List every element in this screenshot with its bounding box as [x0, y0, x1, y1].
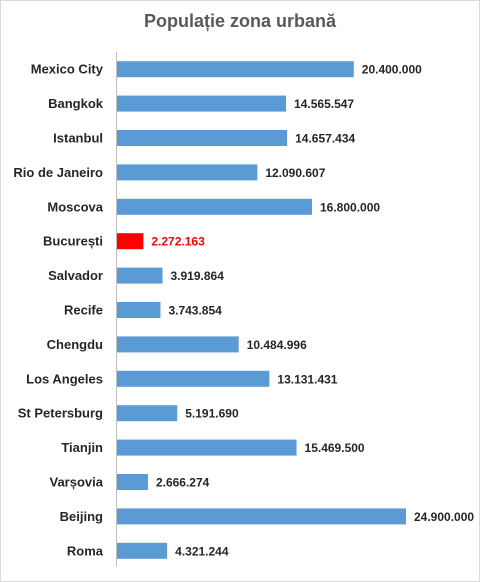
- value-label: 14.657.434: [295, 132, 355, 146]
- category-label: Los Angeles: [26, 371, 103, 386]
- bar: [117, 508, 406, 525]
- bar: [117, 198, 312, 215]
- bar: [117, 61, 354, 78]
- bar: [117, 130, 288, 146]
- bar: [117, 95, 287, 112]
- category-label: Salvador: [48, 268, 103, 283]
- category-label: Chengdu: [47, 337, 103, 352]
- category-label: Tianjin: [61, 440, 103, 455]
- category-label: Roma: [67, 543, 104, 558]
- bar: [117, 474, 148, 490]
- value-label: 4.321.244: [175, 544, 229, 558]
- value-label: 5.191.690: [185, 407, 239, 421]
- category-label: Istanbul: [53, 131, 103, 146]
- category-label: București: [43, 234, 103, 249]
- bar: [117, 267, 163, 284]
- category-label: Varșovia: [50, 475, 104, 490]
- bar: [117, 302, 161, 318]
- value-label: 14.565.547: [294, 97, 354, 111]
- value-label: 2.272.163: [151, 235, 205, 249]
- value-label: 10.484.996: [247, 338, 307, 352]
- category-label: Rio de Janeiro: [13, 165, 103, 180]
- bar: [117, 439, 297, 456]
- bar: [117, 336, 239, 353]
- value-label: 3.743.854: [168, 304, 222, 318]
- value-label: 3.919.864: [170, 269, 224, 283]
- category-label: St Petersburg: [18, 406, 103, 421]
- category-label: Mexico City: [31, 62, 104, 77]
- value-label: 24.900.000: [414, 510, 474, 524]
- value-label: 2.666.274: [156, 476, 210, 490]
- value-label: 15.469.500: [305, 441, 365, 455]
- chart-title: Populație zona urbană: [143, 11, 337, 31]
- bar-highlighted: [117, 233, 144, 250]
- value-label: 16.800.000: [320, 200, 380, 214]
- bar: [117, 405, 178, 422]
- category-label: Recife: [64, 303, 103, 318]
- category-label: Beijing: [60, 509, 103, 524]
- category-label: Moscova: [47, 199, 103, 214]
- value-label: 20.400.000: [362, 63, 422, 77]
- bar: [117, 164, 258, 181]
- bar: [117, 370, 270, 387]
- category-label: Bangkok: [48, 96, 104, 111]
- value-label: 12.090.607: [265, 166, 325, 180]
- value-label: 13.131.431: [277, 372, 337, 386]
- bar: [117, 542, 168, 559]
